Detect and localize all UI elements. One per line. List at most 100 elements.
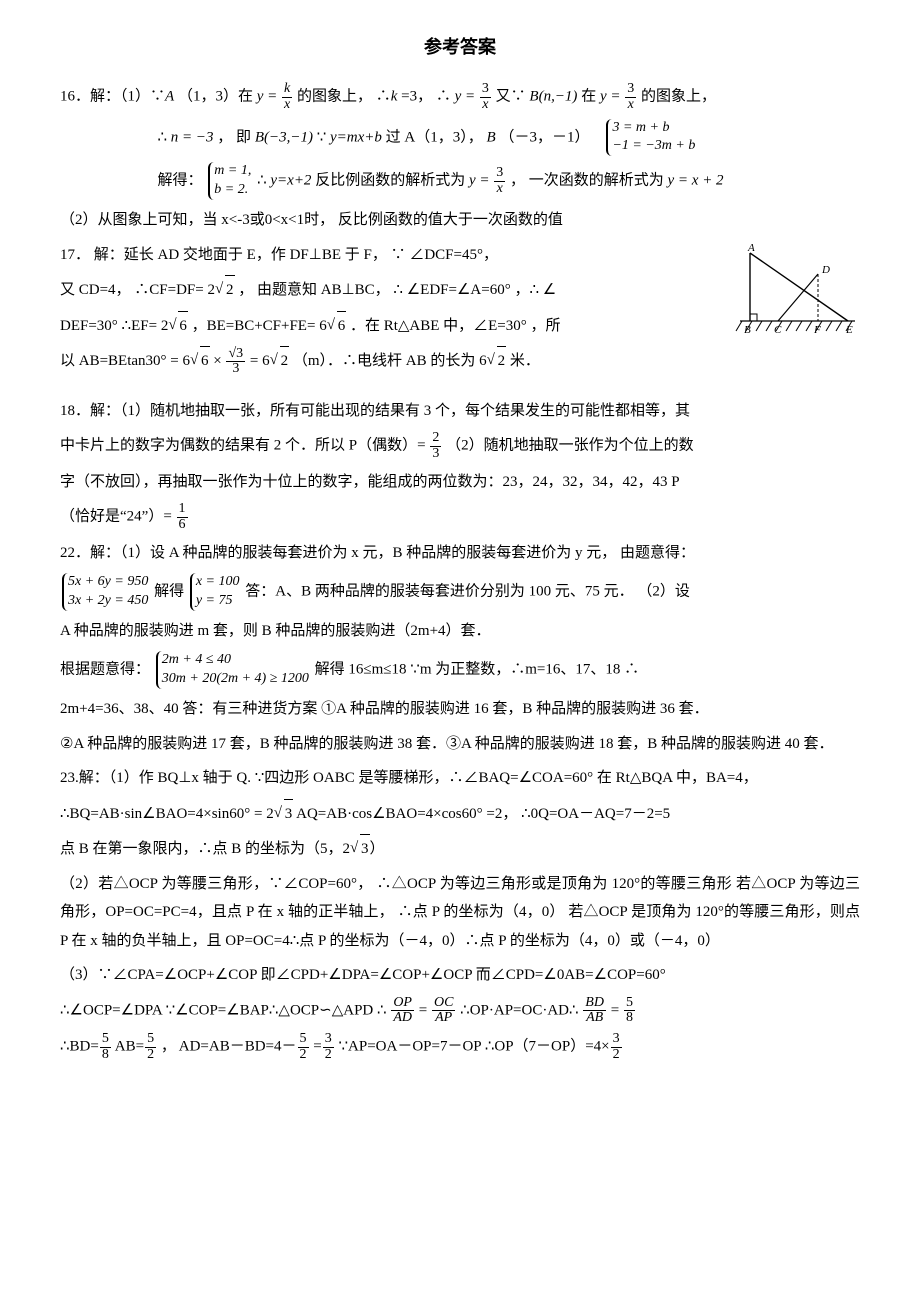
den: AB [583, 1011, 606, 1026]
frac-3-2b: 32 [610, 1032, 623, 1062]
coef: 6 [183, 353, 191, 369]
ground-hatch [736, 321, 852, 331]
times: × [210, 353, 226, 369]
sqrt6b: 6 [327, 311, 347, 341]
sqrt2: 2 [215, 275, 235, 305]
frac-sqrt3-3: √33 [225, 347, 246, 377]
den: 3 [226, 362, 245, 377]
frac-3-over-x-a: 3x [479, 82, 492, 112]
eq-y4: y = [469, 173, 493, 189]
text: 在 [581, 89, 600, 105]
q23-line5: （3）∵∠CPA=∠OCP+∠COP 即∠CPD+∠DPA=∠COP+∠OCP … [60, 961, 860, 990]
text: = [313, 1039, 321, 1055]
text: ） [370, 841, 385, 857]
var-A: A [165, 89, 174, 105]
q17-text: 17． 解：延长 AD 交地面于 E，作 DF⊥BE 于 F， ∵ ∠DCF=4… [60, 241, 722, 383]
num: 5 [298, 1032, 309, 1048]
row: 5x + 6y = 950 [68, 573, 148, 592]
text: ∴BQ=AB·sin∠BAO=4×sin60° = [60, 806, 266, 822]
var-B: B [487, 129, 496, 145]
num: k [282, 82, 292, 98]
eq: = [419, 1002, 431, 1018]
text: 答：A、B 两种品牌的服装每套进价分别为 100 元、75 元． （2）设 [245, 583, 690, 599]
q16-line1: 16．解：（1）∵A （1，3）在 y = kx 的图象上， ∴k =3， ∴ … [60, 82, 860, 112]
brace-q22-3: 2m + 4 ≤ 40 30m + 20(2m + 4) ≥ 1200 [156, 651, 309, 689]
text: ， AD=AB－BD=4－ [161, 1039, 297, 1055]
text: （1，3）在 [178, 89, 257, 105]
pt-B2: B(−3,−1) [255, 129, 313, 145]
text: 又∵ [496, 89, 530, 105]
den: 2 [145, 1048, 156, 1063]
text: 解得 16≤m≤18 ∵m 为正整数，∴m=16、17、18 ∴ [315, 662, 639, 678]
num: 3 [480, 82, 491, 98]
q22-line2: A 种品牌的服装购进 m 套，则 B 种品牌的服装购进（2m+4）套． [60, 617, 860, 646]
text: （m）．∴电线杆 AB 的长为 6 [293, 353, 487, 369]
text: 又 CD=4， ∴CF=DF= [60, 282, 208, 298]
frac-OC-AP: OCAP [431, 996, 456, 1026]
num: 5 [624, 996, 635, 1012]
eq-line: y=mx+b [330, 129, 382, 145]
den: AP [432, 1011, 455, 1026]
row: 30m + 20(2m + 4) ≥ 1200 [162, 670, 309, 689]
q18-line1: 18．解：（1）随机地抽取一张，所有可能出现的结果有 3 个，每个结果发生的可能… [60, 397, 860, 426]
text: AQ=AB·cos∠BAO=4×cos60° =2， ∴0Q=OA－AQ=7－2… [296, 806, 670, 822]
q23-line4: （2）若△OCP 为等腰三角形，∵∠COP=60°， ∴△OCP 为等边三角形或… [60, 870, 860, 956]
text: ， 即 [217, 129, 255, 145]
triangle-diagram-icon: A B C D F E [730, 241, 860, 341]
text: 过 A（1，3）， [386, 129, 483, 145]
frac-k-over-x: kx [281, 82, 293, 112]
frac-5-2: 52 [144, 1032, 157, 1062]
den: x [494, 182, 505, 197]
q23-line1: 23.解：（1）作 BQ⊥x 轴于 Q. ∵四边形 OABC 是等腰梯形，∴∠B… [60, 764, 860, 793]
text: 米． [510, 353, 540, 369]
q17-line2: 又 CD=4， ∴CF=DF= 22 ， 由题意知 AB⊥BC， ∴ ∠EDF=… [60, 275, 722, 305]
num: √3 [226, 347, 245, 363]
q17-figure: A B C D F E [730, 241, 860, 352]
den: 8 [100, 1048, 111, 1063]
frac-5-8: 58 [623, 996, 636, 1026]
text: 的图象上， [641, 89, 716, 105]
frac-2-3: 23 [429, 431, 442, 461]
text: （恰好是“24”）= [60, 509, 176, 525]
den: x [282, 98, 292, 113]
brace-q22-1: 5x + 6y = 950 3x + 2y = 450 [62, 573, 148, 611]
pt-B: B(n,−1) [529, 89, 577, 105]
frac-OP-AD: OPAD [390, 996, 415, 1026]
label-B: B [744, 324, 751, 336]
q18-line2: 中卡片上的数字为偶数的结果有 2 个．所以 P（偶数）= 23 （2）随机地抽取… [60, 431, 860, 461]
spacer [60, 383, 860, 397]
frac-1-6: 16 [176, 502, 189, 532]
rad: 6 [337, 311, 347, 341]
q18-line4: （恰好是“24”）= 16 [60, 502, 860, 532]
label-F: F [813, 324, 821, 336]
coef: 2 [208, 282, 216, 298]
q16-line4: （2）从图象上可知，当 x<-3或0<x<1时， 反比例函数的值大于一次函数的值 [60, 206, 860, 235]
text: ∵AP=OA－OP=7－OP ∴OP（7－OP）=4× [338, 1039, 609, 1055]
text: 以 AB=BEtan30° = [60, 353, 183, 369]
den: 3 [430, 447, 441, 462]
q23-line2: ∴BQ=AB·sin∠BAO=4×sin60° = 23 AQ=AB·cos∠B… [60, 799, 860, 829]
eq-y: y = [257, 89, 281, 105]
den: 2 [298, 1048, 309, 1063]
text: （－3，－1） [499, 129, 589, 145]
q17-line4: 以 AB=BEtan30° = 66 × √33 = 62 （m）．∴电线杆 A… [60, 346, 722, 377]
num: OC [432, 996, 455, 1012]
eq-y2: y = [455, 89, 479, 105]
q22-line1: 22．解：（1）设 A 种品牌的服装每套进价为 x 元，B 种品牌的服装每套进价… [60, 539, 860, 568]
sqrt3: 3 [274, 799, 294, 829]
coef: 2 [266, 806, 274, 822]
text: 点 B 在第一象限内，∴点 B 的坐标为（5， [60, 841, 343, 857]
sqrt2b: 2 [270, 346, 290, 376]
eq-yx2: y=x+2 [270, 173, 311, 189]
frac-3-2: 32 [322, 1032, 335, 1062]
eq-n: n = −3 [171, 129, 214, 145]
rad: 2 [280, 346, 290, 376]
num: 3 [494, 166, 505, 182]
den: x [480, 98, 491, 113]
text: AB= [115, 1039, 144, 1055]
coef: 2 [161, 318, 169, 334]
text: （2）随机地抽取一张作为个位上的数 [446, 438, 694, 454]
text: ．在 Rt△ABE 中，∠E=30° ，所 [350, 318, 561, 334]
text: ，BE=BC+CF+FE= [192, 318, 320, 334]
brace-sys1: 3 = m + b −1 = −3m + b [606, 119, 695, 157]
